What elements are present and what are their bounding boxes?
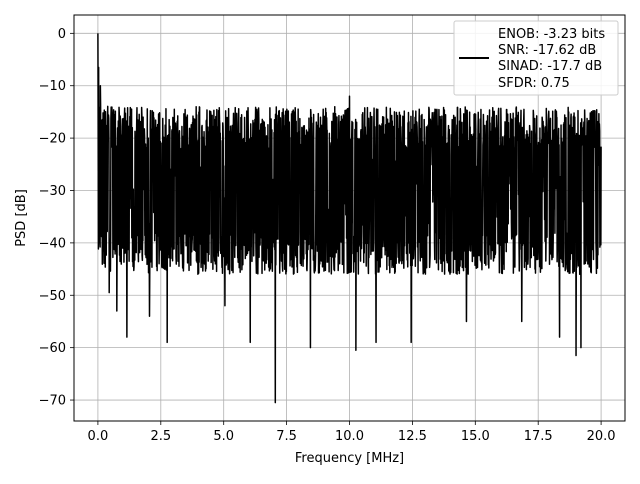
y-axis-label: PSD [dB] (14, 189, 29, 247)
y-tick-label: −10 (39, 79, 66, 94)
x-tick-label: 17.5 (524, 429, 553, 444)
legend: ENOB: -3.23 bits SNR: -17.62 dB SINAD: -… (453, 20, 619, 96)
y-tick-label: −60 (39, 341, 66, 356)
x-tick-label: 7.5 (276, 429, 297, 444)
x-tick-label: 15.0 (461, 429, 490, 444)
x-axis-label: Frequency [MHz] (295, 451, 404, 466)
x-tick-label: 2.5 (150, 429, 171, 444)
y-tick-label: −50 (39, 289, 66, 304)
x-tick-label: 5.0 (213, 429, 234, 444)
x-tick-label: 12.5 (398, 429, 427, 444)
y-tick-label: −70 (39, 394, 66, 409)
y-tick-label: 0 (58, 27, 66, 42)
legend-entry-snr: SNR: -17.62 dB (498, 43, 596, 58)
legend-entry-sinad: SINAD: -17.7 dB (498, 59, 602, 74)
y-tick-label: −20 (39, 132, 66, 147)
legend-entry-sfdr: SFDR: 0.75 (498, 76, 570, 91)
psd-trace (97, 33, 602, 404)
legend-box (453, 20, 619, 96)
x-tick-label: 10.0 (335, 429, 364, 444)
x-axis-ticks: 0.0 2.5 5.0 7.5 10.0 12.5 15.0 17.5 20.0 (88, 421, 616, 444)
y-tick-label: −30 (39, 184, 66, 199)
y-axis-ticks: 0 −10 −20 −30 −40 −50 −60 −70 (39, 27, 74, 409)
legend-entry-enob: ENOB: -3.23 bits (498, 27, 605, 42)
y-tick-label: −40 (39, 236, 66, 251)
x-tick-label: 0.0 (88, 429, 109, 444)
data-layer (97, 33, 602, 404)
x-tick-label: 20.0 (587, 429, 616, 444)
